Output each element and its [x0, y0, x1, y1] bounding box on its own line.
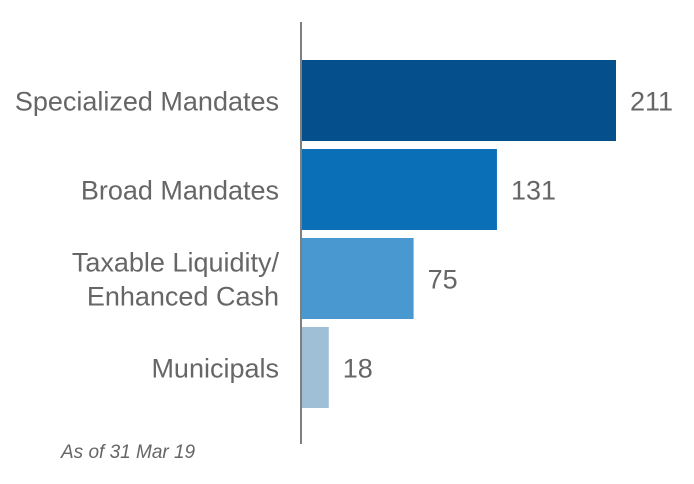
- value-label-2: 75: [428, 265, 458, 295]
- as-of-note: As of 31 Mar 19: [60, 442, 196, 463]
- category-label-line: Broad Mandates: [81, 176, 279, 206]
- category-labels-group: Specialized Mandates Broad Mandates Taxabl…: [15, 87, 280, 384]
- value-label-3: 18: [343, 354, 373, 384]
- category-label-0: Specialized Mandates: [15, 87, 279, 117]
- category-label-line: Specialized Mandates: [15, 87, 279, 117]
- category-label-1: Broad Mandates: [81, 176, 279, 206]
- bar-0: [302, 60, 616, 141]
- bar-2: [302, 238, 414, 319]
- category-label-line: Municipals: [151, 354, 279, 384]
- category-label-line: Taxable Liquidity/: [72, 248, 280, 278]
- value-label-0: 211: [630, 87, 673, 117]
- value-label-1: 131: [511, 176, 556, 206]
- category-label-line: Enhanced Cash: [87, 282, 279, 312]
- bars-group: [302, 60, 616, 408]
- value-labels-group: 211 131 75 18: [343, 87, 673, 384]
- bar-1: [302, 149, 497, 230]
- category-label-3: Municipals: [151, 354, 279, 384]
- bar-3: [302, 327, 329, 408]
- category-label-2: Taxable Liquidity/Enhanced Cash: [72, 248, 280, 312]
